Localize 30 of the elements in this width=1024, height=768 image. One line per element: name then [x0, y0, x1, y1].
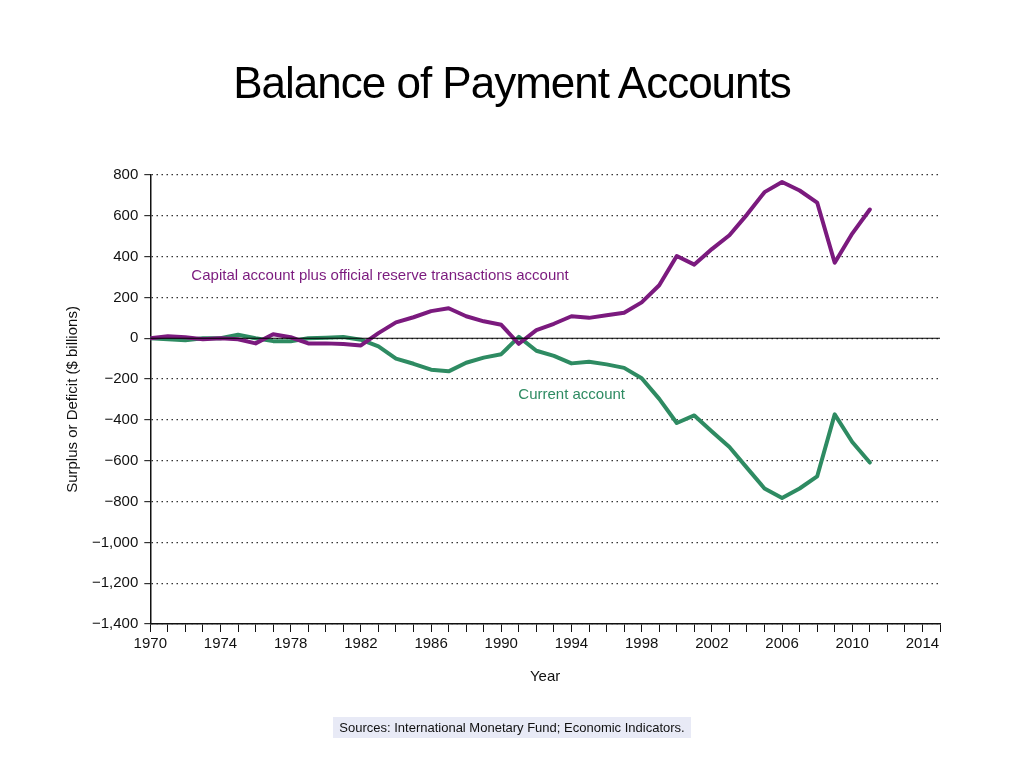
y-tick-label: −400	[104, 410, 139, 428]
text: Capital account plus official reserve transactions account	[191, 265, 570, 283]
y-tick-label: 200	[113, 287, 139, 305]
x-axis-title: Year	[529, 667, 561, 685]
series-label: Current account	[518, 385, 626, 403]
x-tick-label: 2002	[695, 634, 729, 652]
chart-title: Balance of Payment Accounts	[232, 58, 792, 108]
x-tick-label: 1978	[274, 634, 308, 652]
source-note: Sources: International Monetary Fund; Economic Indicators.	[333, 717, 691, 738]
y-tick-label: −600	[104, 450, 139, 468]
y-tick-label: −1,000	[92, 532, 139, 550]
y-tick-label: −200	[104, 369, 139, 387]
x-tick-label: 1990	[484, 634, 518, 652]
y-tick-label: 400	[113, 246, 139, 264]
x-tick-label: 1994	[554, 634, 589, 652]
y-tick-label: 600	[113, 205, 139, 223]
x-tick-label: 1998	[624, 634, 659, 652]
x-tick-label: 1974	[203, 634, 238, 652]
y-tick-label: −1,200	[92, 573, 139, 591]
x-tick-label: 1982	[344, 634, 378, 652]
y-axis-title: Surplus or Deficit ($ billions)	[63, 306, 81, 493]
y-tick-label: −800	[104, 491, 139, 509]
x-tick-label: 1970	[133, 634, 167, 652]
x-tick-label: 2014	[905, 634, 940, 652]
y-tick-label: 0	[129, 328, 139, 346]
x-tick-label: 1986	[414, 634, 448, 652]
y-tick-label: −1,400	[92, 614, 139, 632]
x-tick-label: 2006	[765, 634, 799, 652]
x-tick-label: 2010	[835, 634, 869, 652]
y-tick-label: 800	[113, 165, 139, 183]
